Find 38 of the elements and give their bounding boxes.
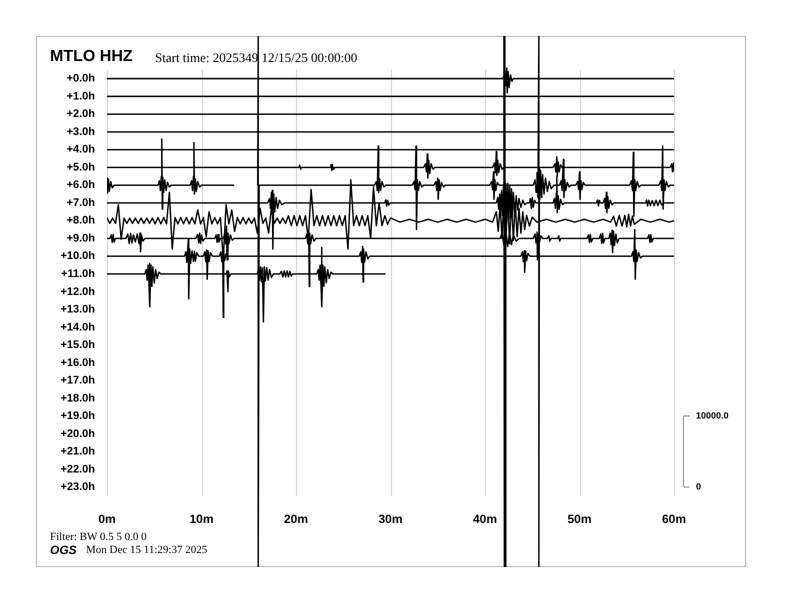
y-tick-label: +3.0h bbox=[66, 126, 96, 138]
y-tick-label: +13.0h bbox=[60, 304, 96, 316]
y2-tick-label: 10000.0 bbox=[696, 410, 729, 421]
y-tick-label: +1.0h bbox=[66, 90, 96, 102]
text: OGS bbox=[50, 543, 77, 557]
x-tick-label: 60m bbox=[662, 512, 686, 526]
y-tick-label: +10.0h bbox=[60, 250, 96, 262]
annotation: Mon Dec 15 11:29:37 2025 bbox=[86, 544, 208, 556]
y-tick-label: +7.0h bbox=[66, 196, 96, 209]
x-tick-label: 0m bbox=[98, 512, 116, 526]
y-tick-label: +22.0h bbox=[60, 463, 96, 476]
x-tick-label: 10m bbox=[189, 512, 214, 526]
y-tick-label: +14.0h bbox=[60, 321, 96, 334]
x-tick-label: 30m bbox=[378, 512, 403, 526]
text: Start time: 2025349 12/15/25 00:00:00 bbox=[155, 50, 358, 66]
y-tick-label: +8.0h bbox=[66, 214, 96, 227]
x-tick-label: 50m bbox=[567, 512, 592, 526]
x-tick-label: 40m bbox=[472, 512, 498, 526]
y-tick-label: +12.0h bbox=[60, 286, 96, 298]
y-tick-label: +15.0h bbox=[60, 339, 96, 352]
y-tick-label: +18.0h bbox=[60, 392, 96, 404]
y-tick-label: +20.0h bbox=[60, 428, 96, 440]
y-tick-label: +23.0h bbox=[60, 481, 96, 494]
y-tick-label: +6.0h bbox=[66, 179, 96, 192]
y-tick-label: +4.0h bbox=[66, 144, 96, 156]
y-tick-label: +17.0h bbox=[60, 374, 96, 387]
y-tick-label: +16.0h bbox=[60, 356, 96, 369]
y-tick-label: +0.0h bbox=[66, 72, 96, 85]
y-tick-label: +2.0h bbox=[66, 108, 96, 120]
y2-tick-label: 0 bbox=[696, 482, 702, 492]
annotation: Filter: BW 0.5 5 0.0 0 bbox=[50, 531, 147, 543]
y-tick-label: +19.0h bbox=[60, 410, 96, 422]
y-tick-label: +21.0h bbox=[60, 446, 96, 458]
y-tick-label: +5.0h bbox=[66, 161, 96, 174]
x-tick-label: 20m bbox=[284, 512, 308, 526]
y-tick-label: +11.0h bbox=[61, 268, 96, 280]
y-tick-label: +9.0h bbox=[66, 232, 96, 244]
text: MTLO HHZ bbox=[50, 48, 133, 66]
